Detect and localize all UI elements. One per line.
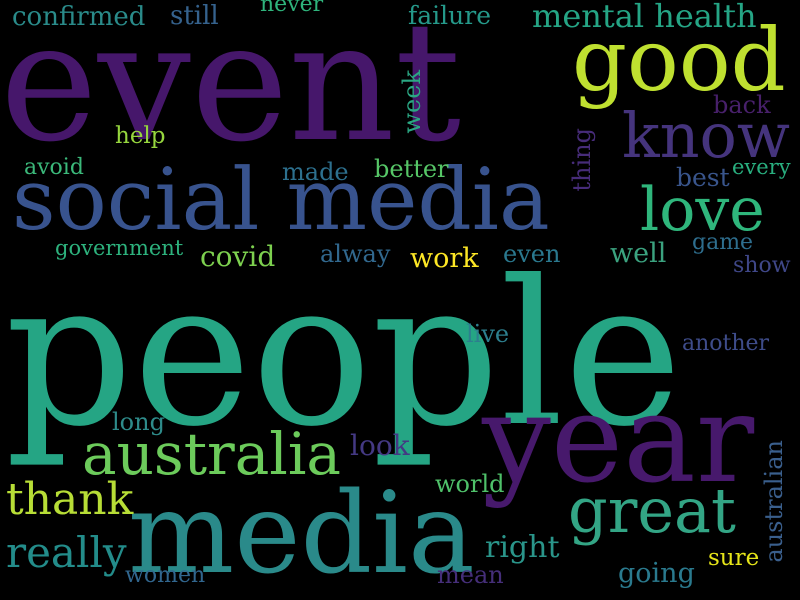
word-government: government: [55, 236, 184, 260]
word-back: back: [713, 91, 771, 119]
word-game: game: [692, 230, 754, 255]
word-best: best: [676, 163, 730, 192]
word-alway: alway: [320, 240, 391, 268]
word-never: never: [260, 0, 324, 17]
word-another: another: [682, 331, 770, 356]
word-week: week: [398, 70, 426, 134]
word-well: well: [610, 238, 667, 269]
word-covid: covid: [200, 240, 276, 273]
word-thing: thing: [568, 128, 596, 192]
word-mean: mean: [437, 561, 504, 589]
word-even: even: [503, 240, 561, 268]
word-every: every: [732, 155, 791, 179]
word-australia: australia: [82, 420, 341, 488]
word-people: people: [5, 238, 683, 471]
word-good: good: [572, 11, 786, 111]
word-going: going: [618, 558, 695, 589]
word-show: show: [733, 253, 791, 278]
word-event: event: [0, 0, 462, 178]
word-world: world: [435, 470, 505, 498]
word-better: better: [374, 155, 449, 183]
word-women: women: [125, 563, 206, 588]
word-great: great: [568, 474, 736, 547]
word-year: year: [482, 368, 755, 510]
word-confirmed: confirmed: [12, 2, 146, 32]
word-love: love: [640, 175, 765, 245]
word-work: work: [410, 243, 479, 274]
word-live: live: [466, 320, 510, 348]
word-look: look: [350, 429, 410, 462]
word-mental-health: mental health: [532, 0, 757, 35]
word-media: media: [128, 469, 475, 599]
word-made: made: [282, 158, 349, 186]
word-sure: sure: [708, 545, 760, 571]
word-right: right: [485, 530, 560, 565]
word-australian: australian: [760, 440, 788, 563]
word-help: help: [115, 123, 166, 149]
word-really: really: [6, 528, 127, 577]
word-still: still: [170, 1, 219, 31]
word-social-media: social media: [12, 151, 550, 250]
word-long: long: [112, 408, 165, 436]
word-failure: failure: [408, 1, 491, 30]
word-thank: thank: [6, 474, 134, 525]
word-know: know: [622, 99, 790, 172]
word-avoid: avoid: [24, 155, 84, 180]
